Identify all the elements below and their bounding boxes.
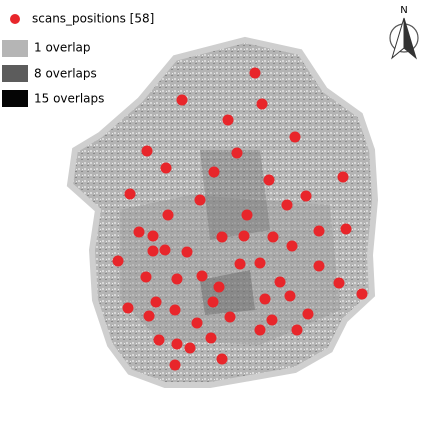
scan-position [249,67,261,79]
scan-position [291,324,303,336]
scan-position [259,293,271,305]
scan-position [340,223,352,235]
legend-symbol [2,90,28,107]
scan-position [267,231,279,243]
scan-position [159,244,171,256]
scan-position [333,277,345,289]
scan-position [112,255,124,267]
north-arrow: N [389,5,419,60]
scan-position [286,240,298,252]
scan-position [289,131,301,143]
north-label: N [400,5,407,16]
point-cloud [66,36,379,388]
scan-position [181,246,193,258]
scan-position [208,166,220,178]
scan-position [191,317,203,329]
scan-position [196,270,208,282]
scan-position [222,114,234,126]
scan-position [169,359,181,371]
legend-symbol [10,14,20,24]
scan-position [281,199,293,211]
scan-position [216,353,228,365]
scan-position [274,276,286,288]
scan-position [176,94,188,106]
scan-position [141,145,153,157]
scan-position [337,171,349,183]
scan-position [284,290,296,302]
scan-position [205,332,217,344]
scan-position [216,231,228,243]
scan-position [147,245,159,257]
legend: scans_positions [58] 1 overlap 8 overlap… [2,12,154,107]
scan-position [313,260,325,272]
scan-position [224,311,236,323]
scan-position [122,302,134,314]
scan-position [143,310,155,322]
legend-label: scans_positions [58] [32,12,154,26]
scan-position [184,342,196,354]
scan-position [153,334,165,346]
scan-position [147,230,159,242]
scan-position [254,257,266,269]
scan-position [302,308,314,320]
legend-label: 15 overlaps [34,92,104,106]
legend-label: 8 overlaps [34,67,97,81]
scan-position [300,190,312,202]
scan-position [266,314,278,326]
legend-symbol [2,65,28,82]
scan-position [169,304,181,316]
scan-position [356,288,368,300]
legend-symbol [2,40,28,57]
scan-position [150,296,162,308]
scan-position [256,98,268,110]
scan-position [213,281,225,293]
scan-position [171,338,183,350]
scan-position [133,226,145,238]
scan-position [207,296,219,308]
scan-position [234,258,246,270]
scan-position [263,174,275,186]
scan-position [124,188,136,200]
scan-position [241,209,253,221]
scan-position [254,324,266,336]
scan-position [194,194,206,206]
scan-position [140,271,152,283]
scan-position [313,225,325,237]
scan-position [171,273,183,285]
scan-position [238,230,250,242]
scan-position [162,209,174,221]
scan-position [231,147,243,159]
scan-position [160,162,172,174]
legend-label: 1 overlap [34,41,91,55]
